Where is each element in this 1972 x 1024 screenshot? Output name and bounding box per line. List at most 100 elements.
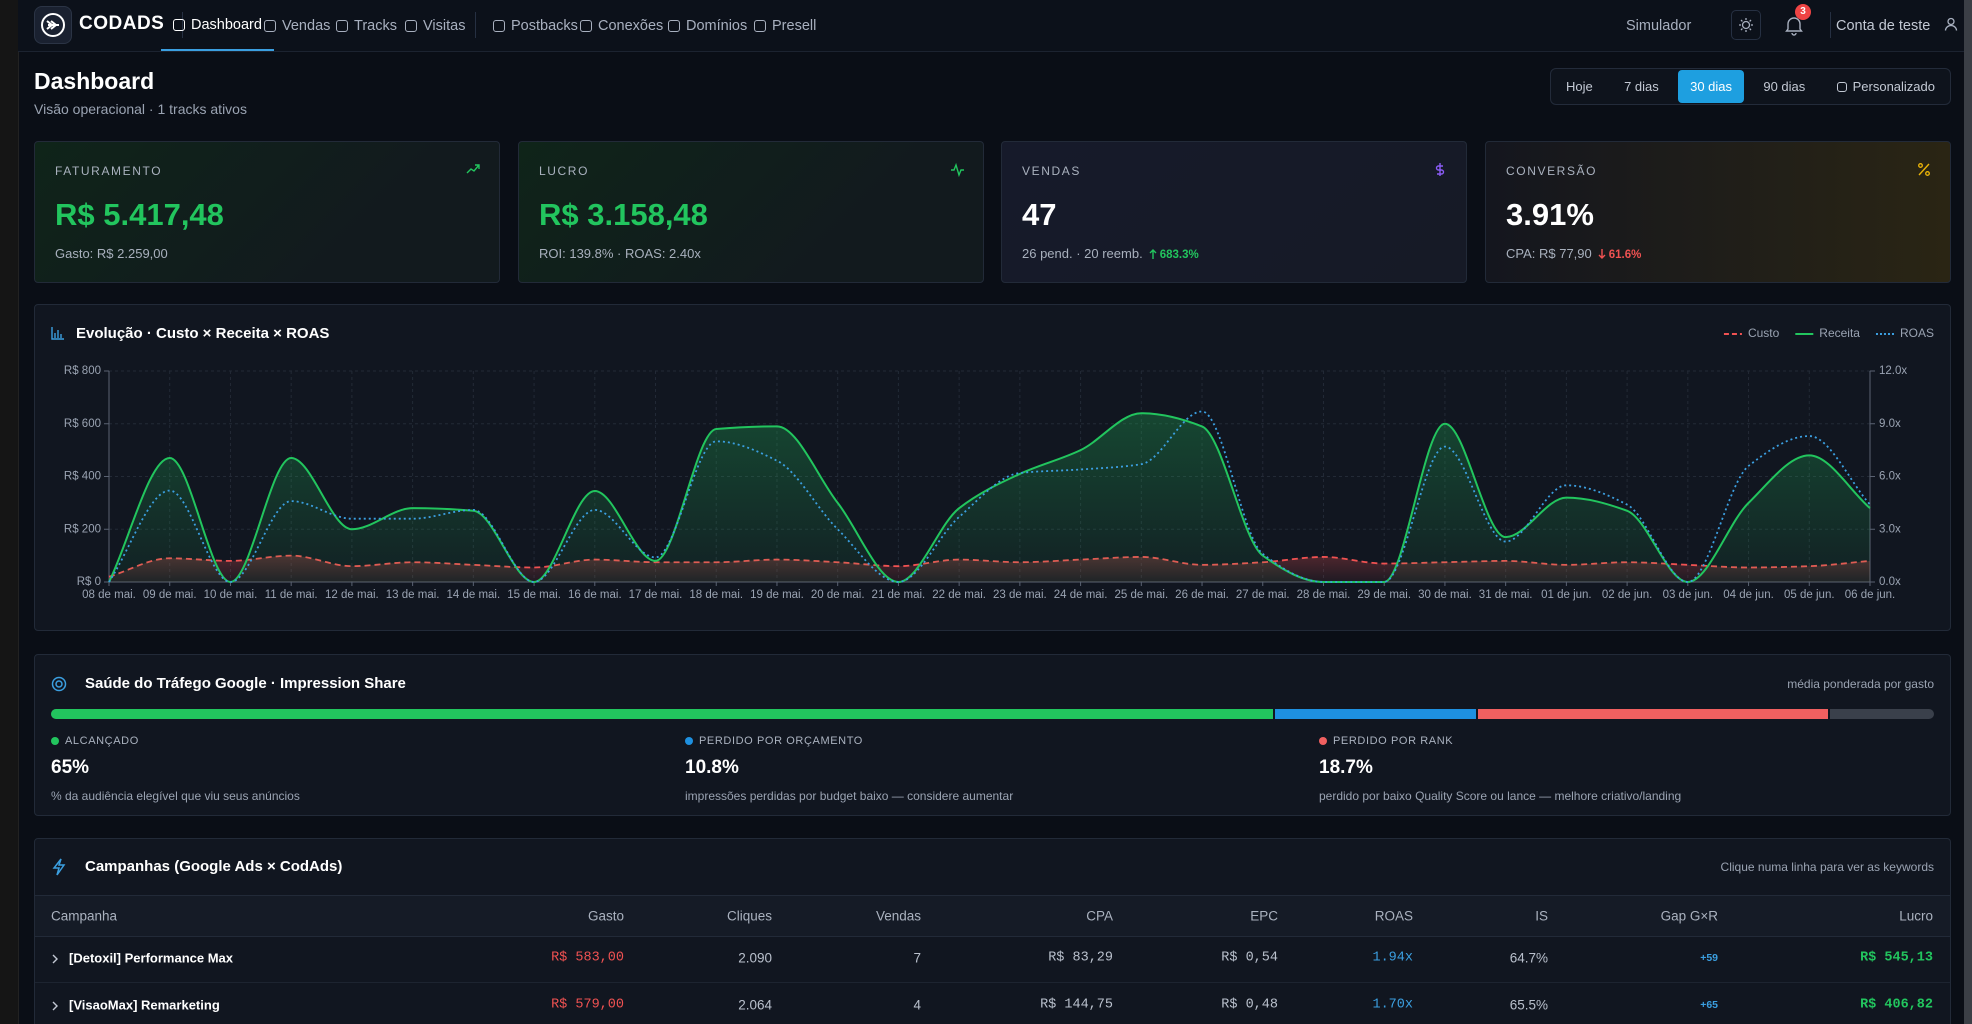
logo[interactable]	[34, 6, 72, 44]
nav-icon	[336, 19, 348, 32]
column-header: Gap G×R	[1660, 908, 1718, 924]
x-tick-label: 27 de mai.	[1236, 589, 1290, 601]
logo-icon	[41, 13, 65, 37]
health-card: Saúde do Tráfego Google · Impression Sha…	[34, 654, 1951, 816]
nav-item[interactable]: Postbacks	[493, 0, 578, 51]
share-label: PERDIDO POR ORÇAMENTO	[699, 735, 863, 747]
x-tick-label: 04 de jun.	[1723, 589, 1774, 601]
range-button[interactable]: 30 dias	[1678, 70, 1745, 103]
x-tick-label: 05 de jun.	[1784, 589, 1835, 601]
kpi-card: CONVERSÃO 3.91% CPA: R$ 77,90 61.6%	[1485, 141, 1951, 283]
nav-item[interactable]: Domínios	[668, 0, 747, 51]
y2-tick-label: 3.0x	[1879, 523, 1901, 535]
nav-icon	[668, 19, 680, 32]
x-tick-label: 28 de mai.	[1297, 589, 1351, 601]
share-segment	[1274, 709, 1479, 719]
chart-icon	[51, 327, 64, 340]
kpi-detail: 26 pend. · 20 reemb. 683.3%	[1022, 246, 1199, 262]
health-note: média ponderada por gasto	[1787, 677, 1934, 691]
nav-item[interactable]: Presell	[754, 0, 816, 51]
nav-item[interactable]: Dashboard	[161, 0, 274, 51]
legend-label: Receita	[1819, 326, 1860, 340]
table-cell: 1.70x	[1372, 997, 1413, 1013]
nav-label: Domínios	[686, 17, 748, 34]
share-value: 10.8%	[685, 757, 739, 778]
page-title: Dashboard	[34, 68, 155, 94]
x-tick-label: 12 de mai.	[325, 589, 379, 601]
table-cell: 1.94x	[1372, 950, 1413, 966]
campaign-card: Campanhas (Google Ads × CodAds) Clique n…	[34, 838, 1951, 1024]
series-line	[108, 410, 1871, 583]
nav-item[interactable]: Tracks	[336, 0, 397, 51]
kpi-detail-text: Gasto: R$ 2.259,00	[55, 246, 168, 261]
nav-label: Presell	[772, 17, 817, 34]
range-selector: Hoje 7 dias 30 dias 90 dias Personalizado	[1550, 68, 1951, 105]
share-label-row: ALCANÇADO	[51, 735, 300, 747]
account-menu[interactable]: Conta de teste	[1836, 0, 1958, 51]
table-cell: [Detoxil] Performance Max	[69, 950, 233, 966]
x-tick-label: 24 de mai.	[1054, 589, 1108, 601]
health-title: Saúde do Tráfego Google · Impression Sha…	[85, 675, 406, 692]
nav-icon	[405, 19, 417, 32]
x-tick-label: 14 de mai.	[446, 589, 500, 601]
column-header: Gasto	[587, 908, 624, 924]
share-value: 65%	[51, 757, 90, 778]
nav-item[interactable]: Conexões	[580, 0, 663, 51]
series-line	[108, 412, 1871, 584]
table-cell: R$ 83,29	[1048, 950, 1113, 966]
kpi-icon	[466, 162, 481, 182]
x-tick-label: 09 de mai.	[143, 589, 197, 601]
kpi-icon	[950, 162, 965, 182]
change-arrow	[1149, 249, 1157, 262]
column-header: Vendas	[875, 908, 921, 924]
legend-label: Custo	[1748, 326, 1780, 340]
chart-card: Evolução · Custo × Receita × ROAS R$ 0 R$ …	[34, 304, 1951, 631]
kpi-value: 3.91%	[1506, 197, 1594, 232]
range-button[interactable]: Hoje	[1554, 70, 1605, 103]
simulator-link[interactable]: Simulador	[1620, 0, 1691, 51]
x-tick-label: 25 de mai.	[1114, 589, 1168, 601]
table-cell: R$ 0,54	[1221, 950, 1278, 966]
x-tick-label: 17 de mai.	[629, 589, 683, 601]
table-cell: +65	[1700, 999, 1718, 1011]
user-icon	[1944, 17, 1958, 35]
table-cell: R$ 579,00	[551, 997, 624, 1013]
x-tick-label: 02 de jun.	[1602, 589, 1653, 601]
share-metric: ALCANÇADO 65% % da audiência elegível que …	[51, 735, 300, 803]
range-button[interactable]: 90 dias	[1751, 70, 1817, 103]
x-tick-label: 18 de mai.	[689, 589, 743, 601]
range-button[interactable]: 7 dias	[1612, 70, 1671, 103]
nav-item[interactable]: Visitas	[405, 0, 465, 51]
table-cell: +59	[1700, 952, 1718, 964]
legend-label: ROAS	[1900, 326, 1934, 340]
x-tick-label: 29 de mai.	[1357, 589, 1411, 601]
x-tick-label: 03 de jun.	[1663, 589, 1714, 601]
kpi-value: 47	[1022, 197, 1057, 232]
range-button[interactable]: Personalizado	[1825, 70, 1947, 103]
nav-divider	[182, 12, 183, 38]
x-tick-label: 06 de jun.	[1845, 589, 1896, 601]
impression-share-bar	[51, 709, 1934, 719]
table-cell: 2.064	[738, 997, 772, 1013]
table-cell: 64.7%	[1509, 950, 1548, 966]
x-tick-label: 16 de mai.	[568, 589, 622, 601]
chart-icon-bars	[51, 327, 64, 340]
theme-toggle[interactable]	[1731, 10, 1761, 40]
nav-label: Visitas	[423, 17, 466, 34]
nav-item[interactable]: Vendas	[264, 0, 330, 51]
range-label: Personalizado	[1852, 79, 1935, 94]
target-icon	[51, 676, 67, 692]
y-tick-label: R$ 800	[64, 365, 101, 377]
kpi-card: VENDAS 47 26 pend. · 20 reemb. 683.3%	[1001, 141, 1467, 283]
campaign-row[interactable]: [VisaoMax] Remarketing R$ 579,00 2.064 4 R$ …	[35, 982, 1950, 1024]
table-cell: R$ 406,82	[1860, 997, 1933, 1013]
expand-chevron	[51, 952, 59, 970]
share-label-row: PERDIDO POR RANK	[1319, 735, 1681, 747]
campaign-row[interactable]: [Detoxil] Performance Max R$ 583,00 2.090 7…	[35, 935, 1950, 983]
kpi-label: LUCRO	[539, 164, 590, 178]
page-subtitle: Visão operacional · 1 tracks ativos	[34, 101, 247, 117]
kpi-change-value: 683.3%	[1159, 249, 1199, 261]
notifications[interactable]: 3	[1782, 4, 1811, 37]
calendar-icon	[1836, 82, 1847, 92]
share-description: % da audiência elegível que viu seus anú…	[51, 789, 300, 803]
